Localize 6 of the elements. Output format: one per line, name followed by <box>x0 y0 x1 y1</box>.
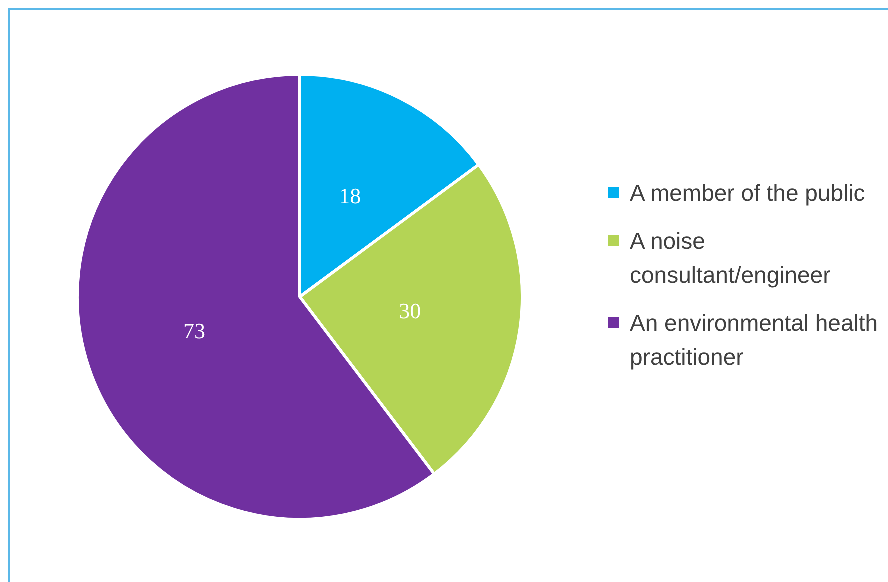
legend-label: An environmental health practitioner <box>630 309 880 372</box>
legend-label: A member of the public <box>630 179 866 208</box>
data-label: 18 <box>339 183 362 208</box>
legend-label: A noise consultant/engineer <box>630 227 832 290</box>
data-label: 30 <box>399 298 422 324</box>
data-label: 73 <box>184 318 206 344</box>
